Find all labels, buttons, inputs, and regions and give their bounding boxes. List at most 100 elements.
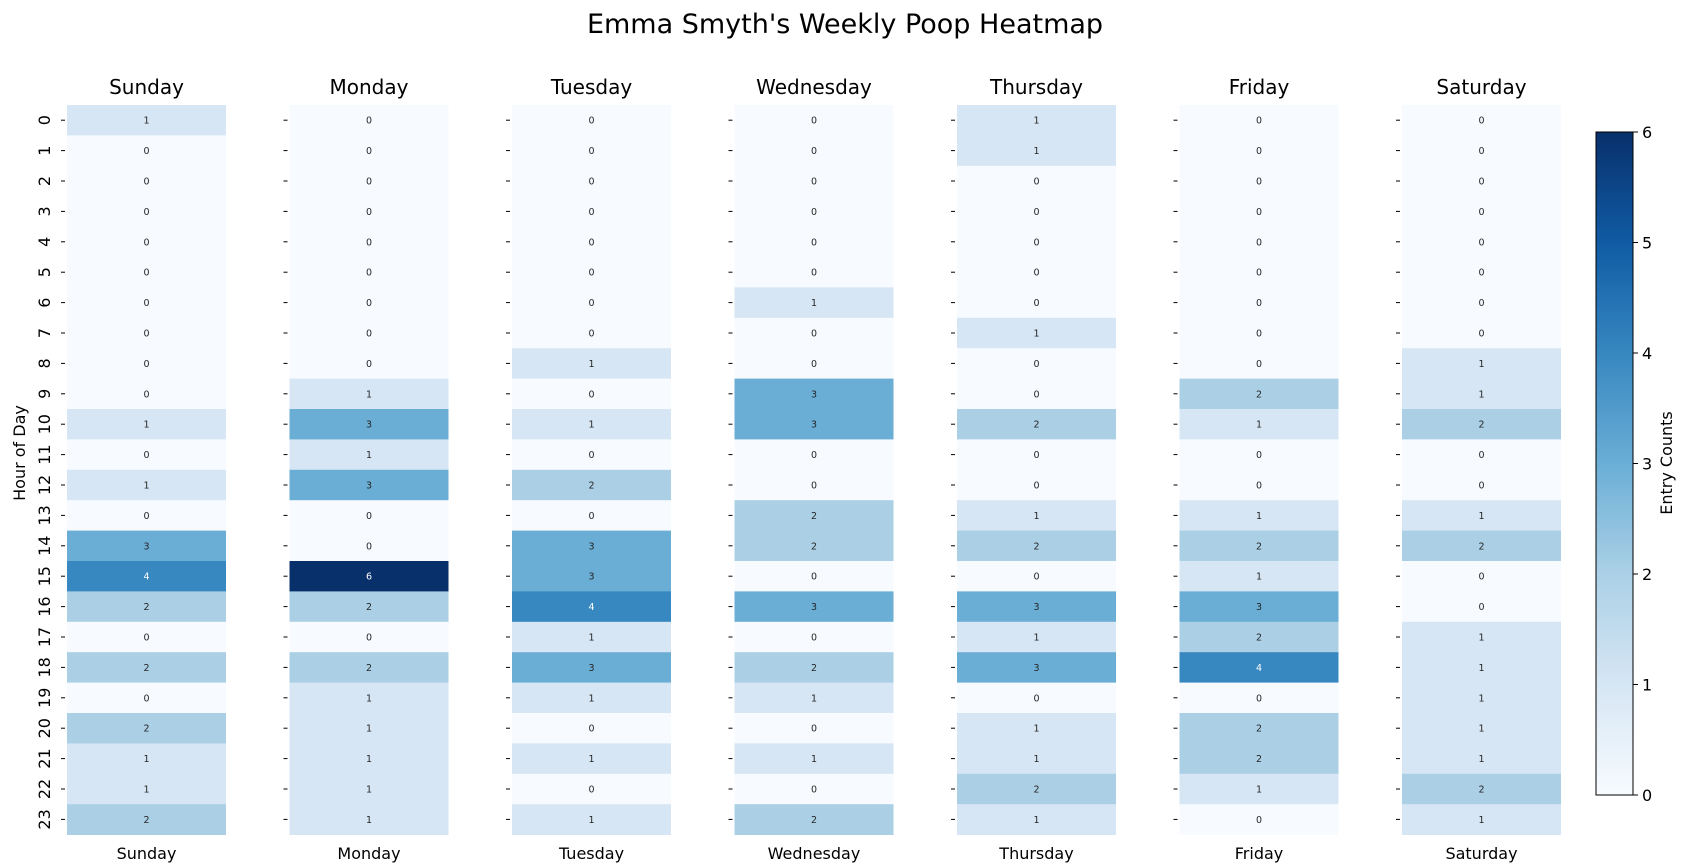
cell-value-label: 0 (588, 450, 594, 461)
heatmap-cell (734, 804, 894, 835)
cell-value-label: 2 (1478, 541, 1484, 552)
cell-value-label: 0 (811, 329, 817, 340)
cell-value-label: 1 (366, 724, 372, 735)
cell-value-label: 0 (588, 177, 594, 188)
heatmap-cell (1402, 591, 1561, 623)
cell-value-label: 2 (143, 602, 149, 613)
heatmap-cell (1402, 348, 1561, 379)
cell-value-label: 1 (588, 754, 594, 765)
colorbar-tick-label: 5 (1642, 234, 1652, 253)
heatmap-cell (67, 591, 226, 623)
heatmap-cell (1402, 530, 1561, 562)
cell-value-label: 1 (588, 359, 594, 370)
cell-value-label: 0 (1256, 116, 1262, 127)
heatmap-cell (734, 378, 894, 410)
heatmap-cell (289, 287, 449, 319)
cell-value-label: 0 (811, 572, 817, 583)
x-tick-label: Thursday (998, 844, 1073, 863)
heatmap-cell (512, 530, 671, 562)
cell-value-label: 1 (588, 633, 594, 644)
heatmap-cell (289, 439, 449, 471)
heatmap-cell (67, 317, 226, 349)
cell-value-label: 3 (811, 602, 817, 613)
heatmap-cell (67, 530, 226, 562)
cell-value-label: 0 (366, 116, 372, 127)
cell-value-label: 1 (366, 785, 372, 796)
cell-value-label: 1 (366, 693, 372, 704)
heatmap-cell (67, 378, 226, 410)
cell-value-label: 0 (1033, 359, 1039, 370)
cell-value-label: 0 (366, 177, 372, 188)
y-tick-label: 14 (35, 536, 54, 556)
heatmap-cell (289, 226, 449, 258)
cell-value-label: 0 (143, 177, 149, 188)
panel-title: Thursday (989, 75, 1083, 99)
cell-value-label: 1 (1478, 359, 1484, 370)
colorbar-label: Entry Counts (1657, 411, 1676, 515)
heatmap-cell (957, 439, 1116, 471)
heatmap-cell (512, 165, 671, 197)
colorbar: 0 1 2 3 4 5 6 Entry Counts (1595, 123, 1676, 805)
cell-value-label: 1 (1256, 511, 1262, 522)
y-axis-label: Hour of Day (10, 405, 29, 501)
y-tick-label: 11 (35, 444, 54, 464)
cell-value-label: 0 (811, 207, 817, 218)
heatmap-cell (1402, 378, 1561, 410)
cell-value-label: 0 (143, 329, 149, 340)
cell-value-label: 0 (811, 785, 817, 796)
cell-value-label: 1 (1478, 511, 1484, 522)
cell-value-label: 1 (143, 754, 149, 765)
colorbar-tick-label: 1 (1642, 676, 1652, 695)
heatmap-cell (734, 743, 894, 775)
cell-value-label: 0 (588, 116, 594, 127)
heatmap-cell (734, 621, 894, 653)
heatmap-cell (1402, 257, 1561, 288)
y-tick-label: 13 (35, 505, 54, 525)
heatmap-cell (1179, 409, 1339, 440)
x-tick-label: Saturday (1445, 844, 1517, 863)
heatmap-cell (67, 439, 226, 471)
heatmap-cell (734, 287, 894, 319)
cell-value-label: 2 (1256, 724, 1262, 735)
cell-value-label: 0 (1256, 298, 1262, 309)
cell-value-label: 0 (1033, 177, 1039, 188)
panel-sunday: Sunday Sunday 1 0 0 0 0 0 0 0 0 0 1 0 1 0 3 4 2 0 2 0 2 1 1 2 (61, 75, 226, 863)
cell-value-label: 0 (1256, 693, 1262, 704)
heatmap-cell (289, 530, 449, 562)
heatmap-cell (512, 500, 671, 531)
cell-value-label: 3 (811, 420, 817, 431)
heatmap-cell (1402, 317, 1561, 349)
cell-value-label: 0 (1256, 450, 1262, 461)
heatmap-cell (512, 743, 671, 775)
cell-value-label: 1 (1033, 146, 1039, 157)
heatmap-cell (734, 105, 894, 136)
cell-value-label: 1 (1478, 724, 1484, 735)
cell-value-label: 0 (1033, 298, 1039, 309)
cell-value-label: 0 (143, 693, 149, 704)
cell-value-label: 0 (1478, 116, 1484, 127)
y-tick-label: 5 (35, 267, 54, 277)
cell-value-label: 3 (1033, 663, 1039, 674)
heatmap-cell (67, 409, 226, 440)
cell-value-label: 0 (588, 298, 594, 309)
cell-value-label: 0 (1256, 359, 1262, 370)
x-tick-label: Wednesday (768, 844, 861, 863)
heatmap-cell (67, 135, 226, 167)
y-tick-label: 2 (35, 176, 54, 186)
heatmap-cell (1402, 682, 1561, 714)
heatmap-cell (1402, 469, 1561, 501)
heatmap-cell (734, 773, 894, 805)
heatmap-cell (1179, 135, 1339, 167)
cell-value-label: 2 (366, 602, 372, 613)
cell-value-label: 0 (143, 389, 149, 400)
heatmap-cell (1179, 317, 1339, 349)
cell-value-label: 6 (366, 572, 372, 583)
heatmap-cell (957, 773, 1116, 805)
cell-value-label: 1 (1033, 633, 1039, 644)
heatmap-cell (734, 317, 894, 349)
cell-value-label: 0 (1256, 177, 1262, 188)
y-tick-label: 17 (35, 627, 54, 647)
cell-value-label: 0 (143, 146, 149, 157)
cell-value-label: 0 (588, 724, 594, 735)
